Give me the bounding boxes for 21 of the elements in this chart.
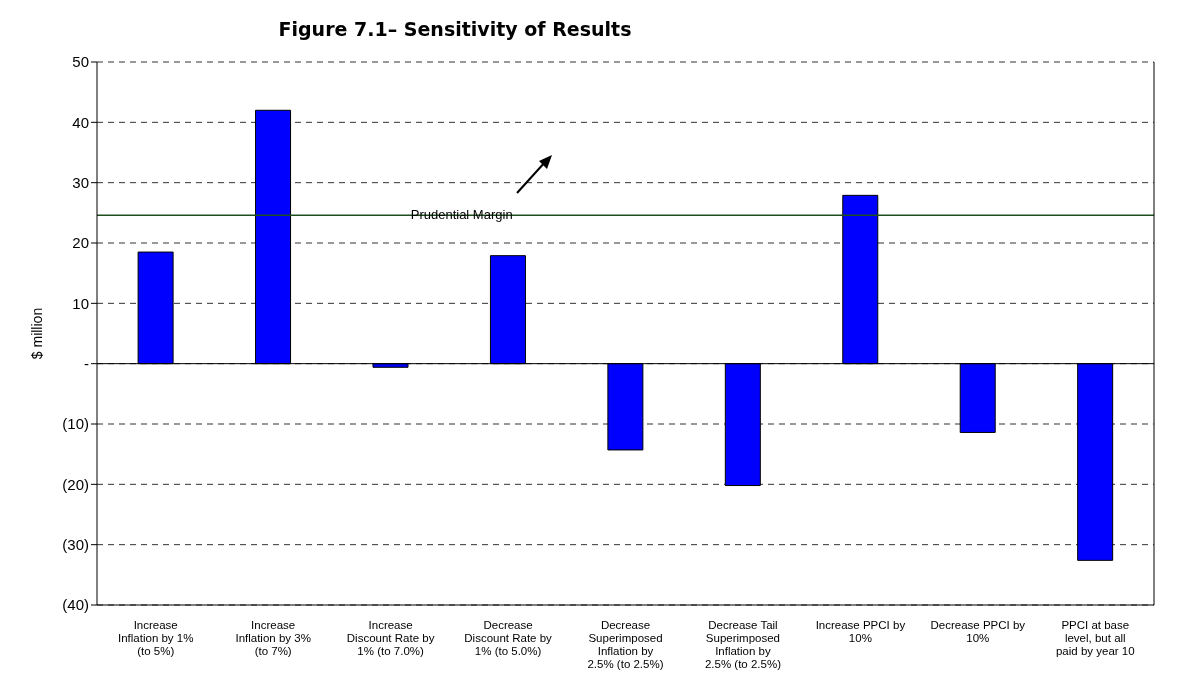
x-tick-label: Decrease Superimposed Inflation by 2.5% (to 2.5%) (587, 618, 664, 671)
x-tick-label: Increase PPCI by 10% (815, 618, 906, 644)
x-tick-label: Decrease PPCI by 10% (930, 618, 1026, 644)
y-tick-label: 30 (72, 173, 89, 191)
y-axis-title: $ million (28, 307, 45, 360)
x-tick-label: PPCI at base level, but all paid by year 10 (1055, 618, 1135, 657)
y-tick-label: (40) (62, 596, 89, 614)
chart-title: Figure 7.1– Sensitivity of Results (277, 18, 633, 40)
y-tick-label: (30) (62, 535, 89, 553)
x-tick-label: Increase Inflation by 1% (to 5%) (118, 618, 194, 657)
x-tick-label: Increase Inflation by 3% (to 7%) (235, 618, 311, 657)
y-tick-label: (20) (62, 475, 89, 493)
y-tick-label: 20 (72, 234, 89, 252)
y-tick-label: (10) (62, 415, 89, 433)
x-tick-label: Decrease Tail Superimposed Inflation by 2.5% (to 2.5%) (704, 618, 782, 671)
y-tick-label: 10 (72, 294, 89, 312)
x-tick-label: Decrease Discount Rate by 1% (to 5.0%) (464, 618, 553, 657)
y-tick-label: 50 (72, 53, 89, 71)
x-tick-label: Increase Discount Rate by 1% (to 7.0%) (346, 618, 435, 657)
y-tick-label: - (84, 354, 89, 372)
y-tick-label: 40 (72, 113, 89, 131)
